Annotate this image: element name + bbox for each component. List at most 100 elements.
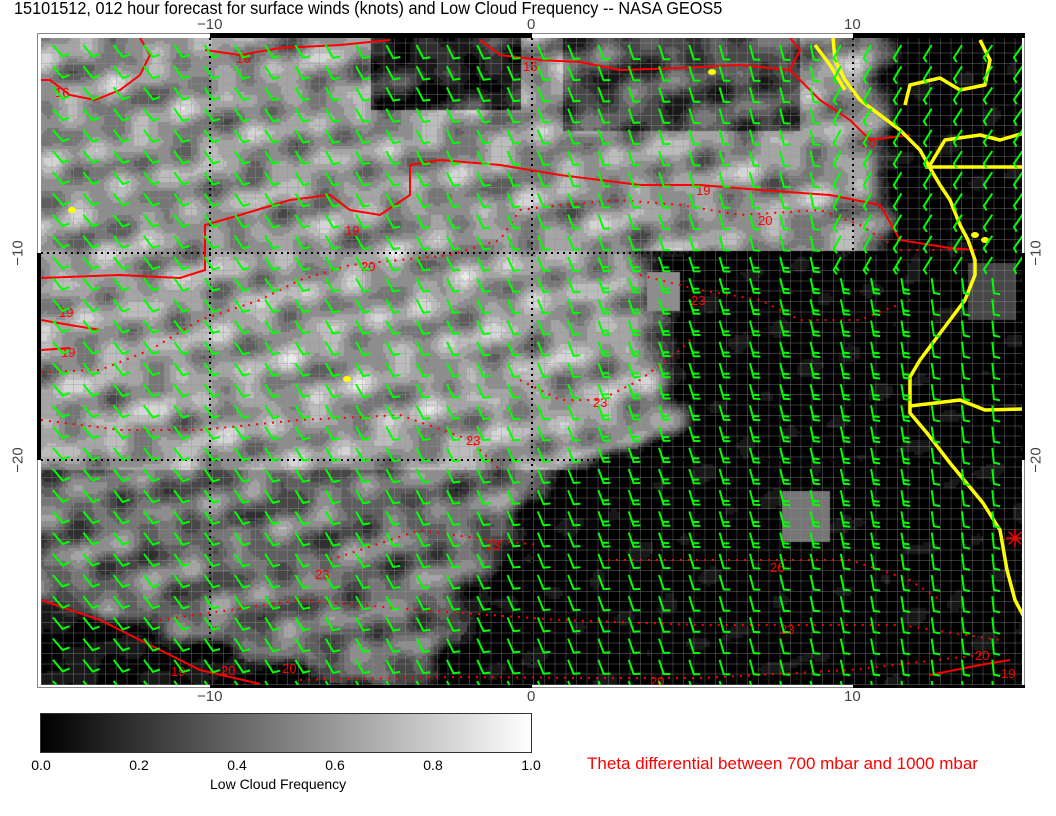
wind-barb-icon [324, 44, 341, 60]
wind-barb-icon [82, 235, 101, 249]
wind-barb-icon [294, 553, 311, 568]
wind-barb-icon [143, 277, 161, 292]
wind-barb-icon [506, 86, 521, 103]
wind-barb-icon [961, 638, 971, 656]
wind-barb-icon [233, 426, 251, 441]
wind-barb-icon [658, 277, 671, 294]
wind-barb-icon [922, 129, 933, 148]
wind-barb-icon [900, 384, 911, 401]
island-dot [971, 232, 979, 238]
wind-barb-icon [324, 65, 341, 81]
wind-barb-icon [982, 171, 994, 190]
wind-barb-icon [748, 532, 761, 549]
wind-barb-icon [952, 129, 963, 148]
wind-barb-icon [355, 616, 371, 632]
wind-barb-icon [173, 320, 191, 334]
wind-barb-icon [1012, 108, 1022, 126]
wind-barb-icon [597, 595, 611, 612]
wind-barb-icon [233, 638, 251, 653]
wind-barb-icon [688, 171, 701, 188]
wind-barb-icon [748, 214, 761, 231]
wind-barb-icon [264, 341, 281, 356]
x-tick-top: −10 [197, 16, 223, 33]
wind-barb-icon [627, 553, 641, 570]
wind-barb-icon [173, 489, 191, 504]
wind-barb-icon [143, 86, 161, 101]
wind-barb-icon [112, 319, 131, 334]
wind-barb-icon [173, 277, 191, 292]
wind-barb-icon [294, 150, 311, 165]
wind-barb-icon [112, 107, 131, 122]
wind-barb-icon [233, 341, 251, 356]
wind-barb-icon [233, 404, 251, 420]
wind-barb-icon [173, 638, 191, 652]
wind-barb-icon [748, 595, 761, 612]
wind-barb-icon [415, 616, 431, 632]
wind-barb-icon [385, 235, 401, 251]
contour-label: 19 [696, 183, 710, 198]
wind-barb-icon [1012, 235, 1022, 254]
wind-barb-icon [862, 129, 872, 148]
wind-barb-icon [658, 341, 671, 358]
y-tick-left: −10 [9, 240, 27, 266]
wind-barb-icon [839, 617, 851, 634]
wind-barb-icon [324, 341, 341, 356]
wind-barb-icon [900, 659, 911, 677]
wind-barb-icon [385, 277, 401, 293]
wind-barb-icon [203, 532, 221, 547]
wind-barb-icon [779, 44, 791, 61]
wind-barb-icon [52, 468, 70, 482]
contour-label: 26 [770, 560, 784, 575]
wind-barb-icon [82, 192, 101, 207]
contour-label: 16 [523, 59, 537, 74]
wind-barb-icon [82, 298, 101, 313]
wind-barb-icon [688, 235, 701, 252]
wind-barb-icon [415, 150, 431, 166]
wind-barb-icon [264, 489, 281, 505]
wind-barb-icon [355, 404, 371, 420]
wind-barb-icon [982, 256, 994, 275]
wind-barb-icon [567, 617, 581, 633]
wind-barb-icon [355, 447, 371, 463]
wind-barb-icon [779, 426, 791, 443]
wind-barb-icon [203, 65, 221, 80]
wind-barb-icon [930, 341, 941, 359]
wind-barb-icon [294, 298, 311, 314]
wind-barb-icon [567, 489, 581, 506]
wind-barb-icon [627, 150, 641, 167]
wind-barb-icon [264, 171, 281, 187]
wind-barb-icon [627, 129, 641, 146]
contour-label: 23 [486, 538, 500, 553]
wind-barb-icon [839, 384, 851, 401]
wind-barb-icon [718, 108, 731, 125]
wind-barb-icon [476, 510, 491, 527]
wind-barb-icon [415, 426, 431, 442]
wind-barb-icon [294, 277, 311, 293]
wind-barb-icon [355, 532, 371, 547]
wind-barb-icon [597, 235, 611, 251]
wind-barb-icon [506, 171, 521, 187]
wind-barb-icon [658, 447, 671, 464]
wind-barb-icon [506, 510, 521, 527]
wind-barb-icon [892, 171, 903, 191]
wind-barb-icon [143, 256, 161, 271]
wind-barb-icon [922, 108, 933, 127]
wind-barb-icon [597, 341, 611, 357]
wind-barb-icon [233, 129, 251, 144]
wind-barb-icon [658, 405, 671, 421]
wind-barb-icon [688, 320, 701, 336]
wind-barb-icon [870, 341, 881, 359]
wind-barb-icon [809, 171, 821, 189]
wind-barb-icon [264, 426, 281, 441]
wind-barb-icon [961, 617, 971, 635]
wind-barb-icon [597, 383, 611, 400]
coastline [928, 131, 1022, 166]
wind-barb-icon [900, 617, 911, 635]
wind-barb-icon [52, 531, 70, 546]
wind-barb-icon [506, 256, 521, 272]
wind-barb-icon [355, 510, 371, 526]
wind-barb-icon [385, 616, 401, 632]
wind-barb-icon [748, 129, 761, 146]
wind-barb-icon [627, 595, 641, 612]
wind-barb-icon [688, 129, 701, 146]
